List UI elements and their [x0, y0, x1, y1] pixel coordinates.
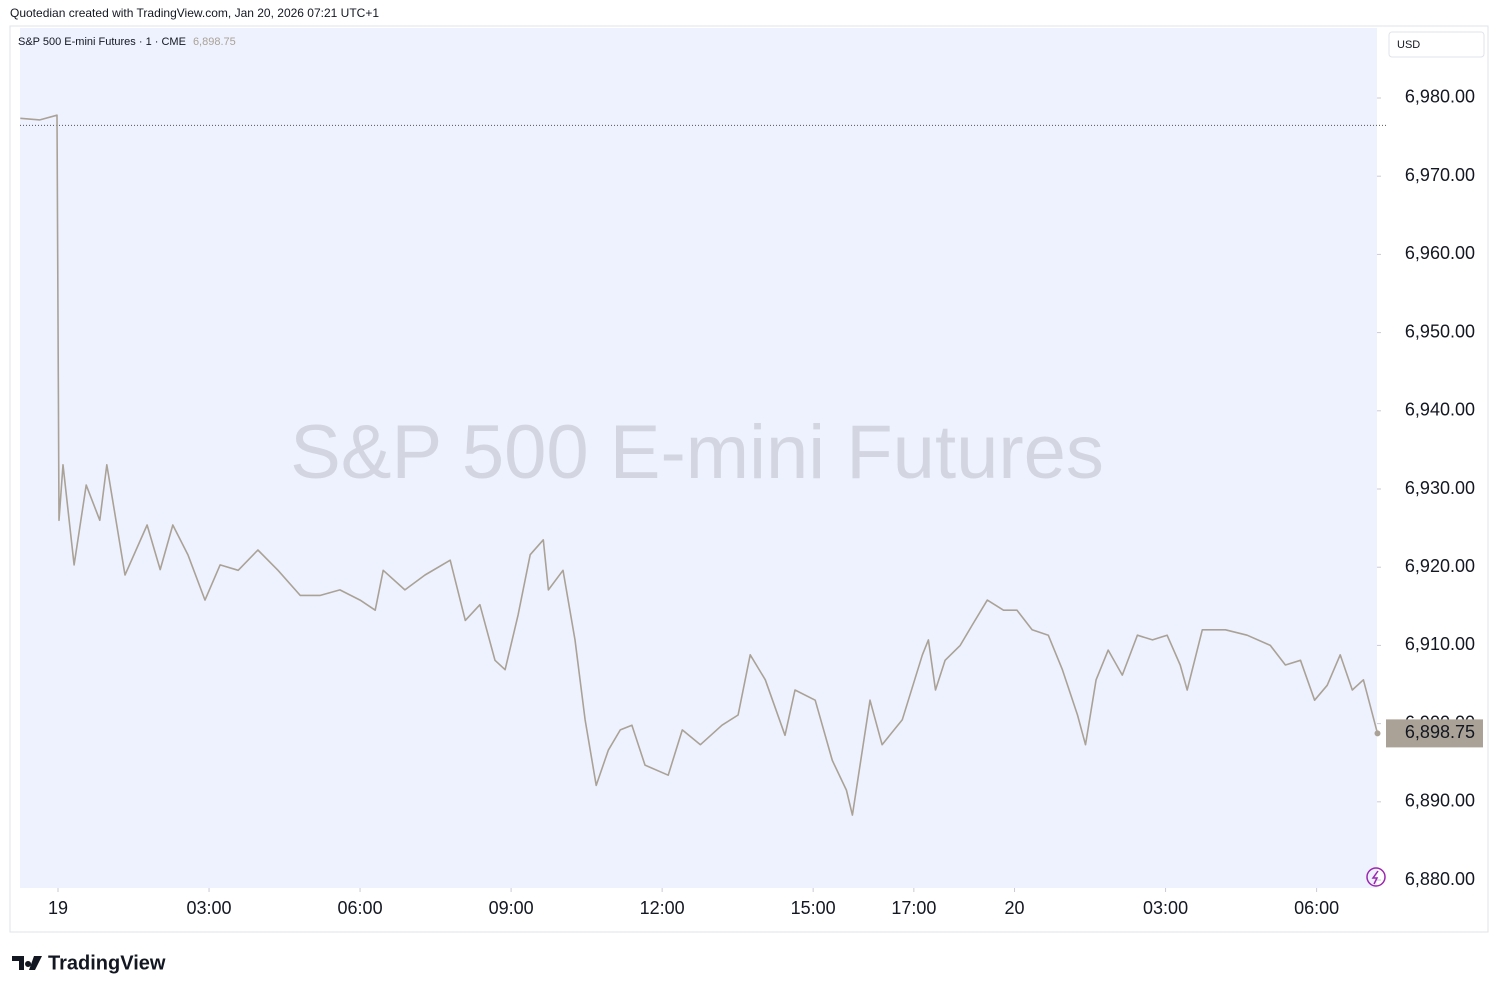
y-tick-label: 6,980.00 — [1405, 87, 1475, 107]
y-tick-label: 6,940.00 — [1405, 400, 1475, 420]
y-tick-label: 6,910.00 — [1405, 634, 1475, 654]
x-tick-label: 06:00 — [1294, 898, 1339, 918]
x-tick-label: 20 — [1005, 898, 1025, 918]
currency: USD — [1397, 39, 1420, 51]
y-tick-label: 6,930.00 — [1405, 478, 1475, 498]
y-tick-label: 6,960.00 — [1405, 243, 1475, 263]
y-tick-label: 6,920.00 — [1405, 556, 1475, 576]
frame — [9, 25, 1489, 933]
lightning-icon[interactable] — [1366, 867, 1386, 887]
watermark: S&P 500 E-mini Futures — [290, 410, 1104, 495]
x-tick-label: 19 — [48, 898, 68, 918]
plot-background — [20, 28, 1377, 888]
last-price-box — [1386, 719, 1483, 748]
header: Quotedian created with TradingView.com, … — [10, 6, 379, 20]
x-tick-label: 15:00 — [791, 898, 836, 918]
x-tick-label: 03:00 — [1143, 898, 1188, 918]
logo-mark — [12, 956, 42, 970]
symbol: S&P 500 E-mini Futures · 1 · CME 6,898.75 — [18, 36, 236, 48]
last-price-label: 6,898.75 — [1405, 722, 1475, 742]
lightning-bolt — [1371, 870, 1379, 885]
x-tick-label: 06:00 — [338, 898, 383, 918]
price-line — [20, 114, 1379, 816]
y-tick-label: 6,950.00 — [1405, 321, 1475, 341]
legend: S&P 500 E-mini Futures · 1 · CME 6,898.75 — [18, 36, 236, 48]
x-tick-label: 09:00 — [489, 898, 534, 918]
y-tick-label: 6,880.00 — [1405, 869, 1475, 889]
brand: TradingView — [48, 952, 166, 974]
x-tick-label: 03:00 — [187, 898, 232, 918]
brand-logo: TradingView — [12, 952, 166, 974]
y-tick-label: 6,970.00 — [1405, 165, 1475, 185]
x-tick-label: 17:00 — [891, 898, 936, 918]
last-point — [1374, 730, 1381, 737]
currency-box[interactable] — [1388, 31, 1485, 58]
symbol-name: S&P 500 E-mini Futures — [18, 36, 136, 48]
exchange: CME — [161, 36, 185, 48]
legend-price: 6,898.75 — [193, 36, 236, 48]
y-tick-label: 6,890.00 — [1405, 791, 1475, 811]
x-tick-label: 12:00 — [640, 898, 685, 918]
interval: 1 — [146, 36, 152, 48]
